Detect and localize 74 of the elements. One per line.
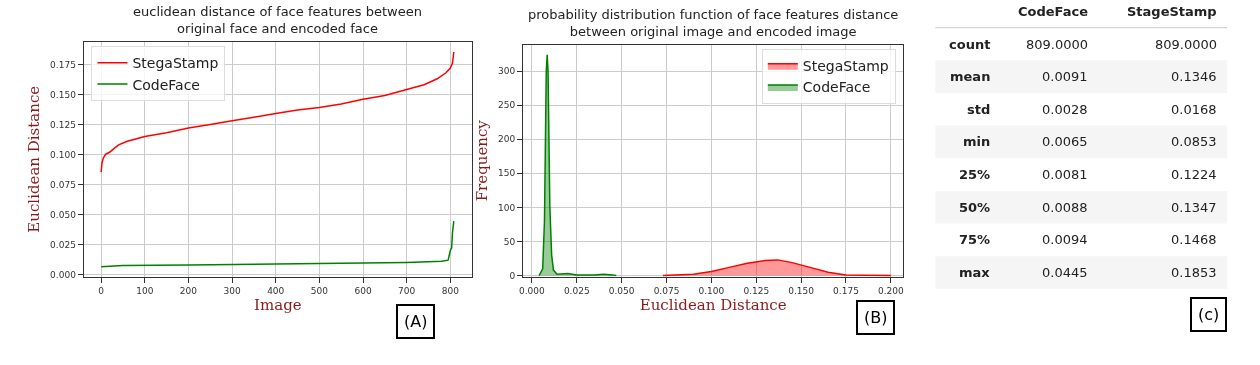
category-label: max: [959, 265, 990, 280]
y-tick-label: 100: [497, 202, 516, 213]
y-tick-label: 0.075: [50, 179, 76, 190]
y-axis-title: Euclidean Distance: [25, 85, 44, 233]
category-label: CodeFace: [1018, 4, 1089, 19]
category-label: 50%: [959, 200, 991, 215]
category-label: StageStamp: [1127, 4, 1217, 19]
y-tick-label: 300: [497, 66, 516, 77]
x-tick-label: 700: [398, 285, 416, 296]
text: (A): [404, 312, 428, 331]
text: (B): [864, 308, 888, 327]
text: 0.1347: [1171, 200, 1217, 215]
x-tick-label: 0.075: [653, 285, 680, 296]
text: 0.1346: [1171, 69, 1217, 84]
y-tick-label: 0.100: [50, 149, 77, 160]
x-tick-label: 300: [223, 285, 241, 296]
text: 809.0000: [1026, 37, 1089, 52]
text: (c): [1198, 305, 1220, 324]
legend-label: CodeFace: [132, 76, 200, 93]
x-axis-title: Image: [254, 295, 302, 314]
line-series: [100, 220, 455, 268]
text: 0.0853: [1171, 134, 1217, 149]
x-tick-label: 0.100: [698, 285, 725, 296]
x-tick-label: 100: [136, 285, 154, 296]
y-tick-label: 0: [509, 270, 516, 281]
x-tick-label: 0: [98, 285, 105, 296]
category-label: std: [967, 102, 991, 117]
chart-title: probability distribution function of face features distance between original image and encoded image: [528, 7, 899, 39]
text: 0.1853: [1171, 265, 1217, 280]
x-tick-label: 800: [441, 285, 460, 296]
text: 0.0094: [1042, 232, 1088, 247]
x-tick-label: 0.050: [608, 285, 635, 296]
y-tick-label: 0.050: [50, 209, 77, 220]
category-label: min: [963, 134, 991, 149]
y-tick-label: 150: [497, 168, 516, 179]
text: 0.0091: [1042, 69, 1088, 84]
x-tick-label: 0.150: [788, 285, 815, 296]
text: 0.1224: [1171, 167, 1217, 182]
x-tick-label: 0.200: [877, 285, 905, 296]
y-tick-label: 50: [503, 236, 516, 247]
text: 0.0065: [1042, 134, 1088, 149]
text: 0.0088: [1042, 200, 1088, 215]
y-tick-label: 0.025: [50, 239, 76, 250]
x-tick-label: 0.175: [833, 285, 859, 296]
category-label: 25%: [959, 167, 991, 182]
x-tick-label: 600: [354, 285, 372, 296]
y-tick-label: 200: [497, 134, 516, 145]
category-label: mean: [950, 69, 991, 84]
category-label: count: [949, 37, 991, 52]
x-axis-title: Euclidean Distance: [639, 295, 787, 314]
x-tick-label: 0.025: [563, 285, 590, 296]
text: 809.0000: [1155, 37, 1218, 52]
x-tick-label: 0.000: [519, 285, 546, 296]
x-tick-label: 200: [179, 285, 198, 296]
chart-title: euclidean distance of face features between original face and encoded face: [133, 4, 422, 36]
y-tick-label: 0.175: [50, 59, 76, 70]
y-axis-title: Frequency: [473, 119, 492, 202]
category-label: 75%: [959, 232, 991, 247]
text: 0.0081: [1042, 167, 1088, 182]
x-tick-label: 400: [267, 285, 285, 296]
y-tick-label: 0.125: [50, 119, 76, 130]
text: 0.1468: [1171, 232, 1217, 247]
y-tick-label: 250: [497, 100, 516, 111]
line-series: [100, 51, 455, 173]
y-tick-label: 0.150: [50, 89, 77, 100]
legend-label: StegaStamp: [132, 55, 219, 72]
legend-label: StegaStamp: [802, 58, 889, 75]
legend-label: CodeFace: [802, 79, 871, 96]
text: 0.0168: [1171, 102, 1217, 117]
x-tick-label: 500: [310, 285, 329, 296]
y-tick-label: 0.000: [50, 269, 77, 280]
text: 0.0028: [1042, 102, 1088, 117]
x-tick-label: 0.125: [743, 285, 770, 296]
text: 0.0445: [1042, 265, 1088, 280]
